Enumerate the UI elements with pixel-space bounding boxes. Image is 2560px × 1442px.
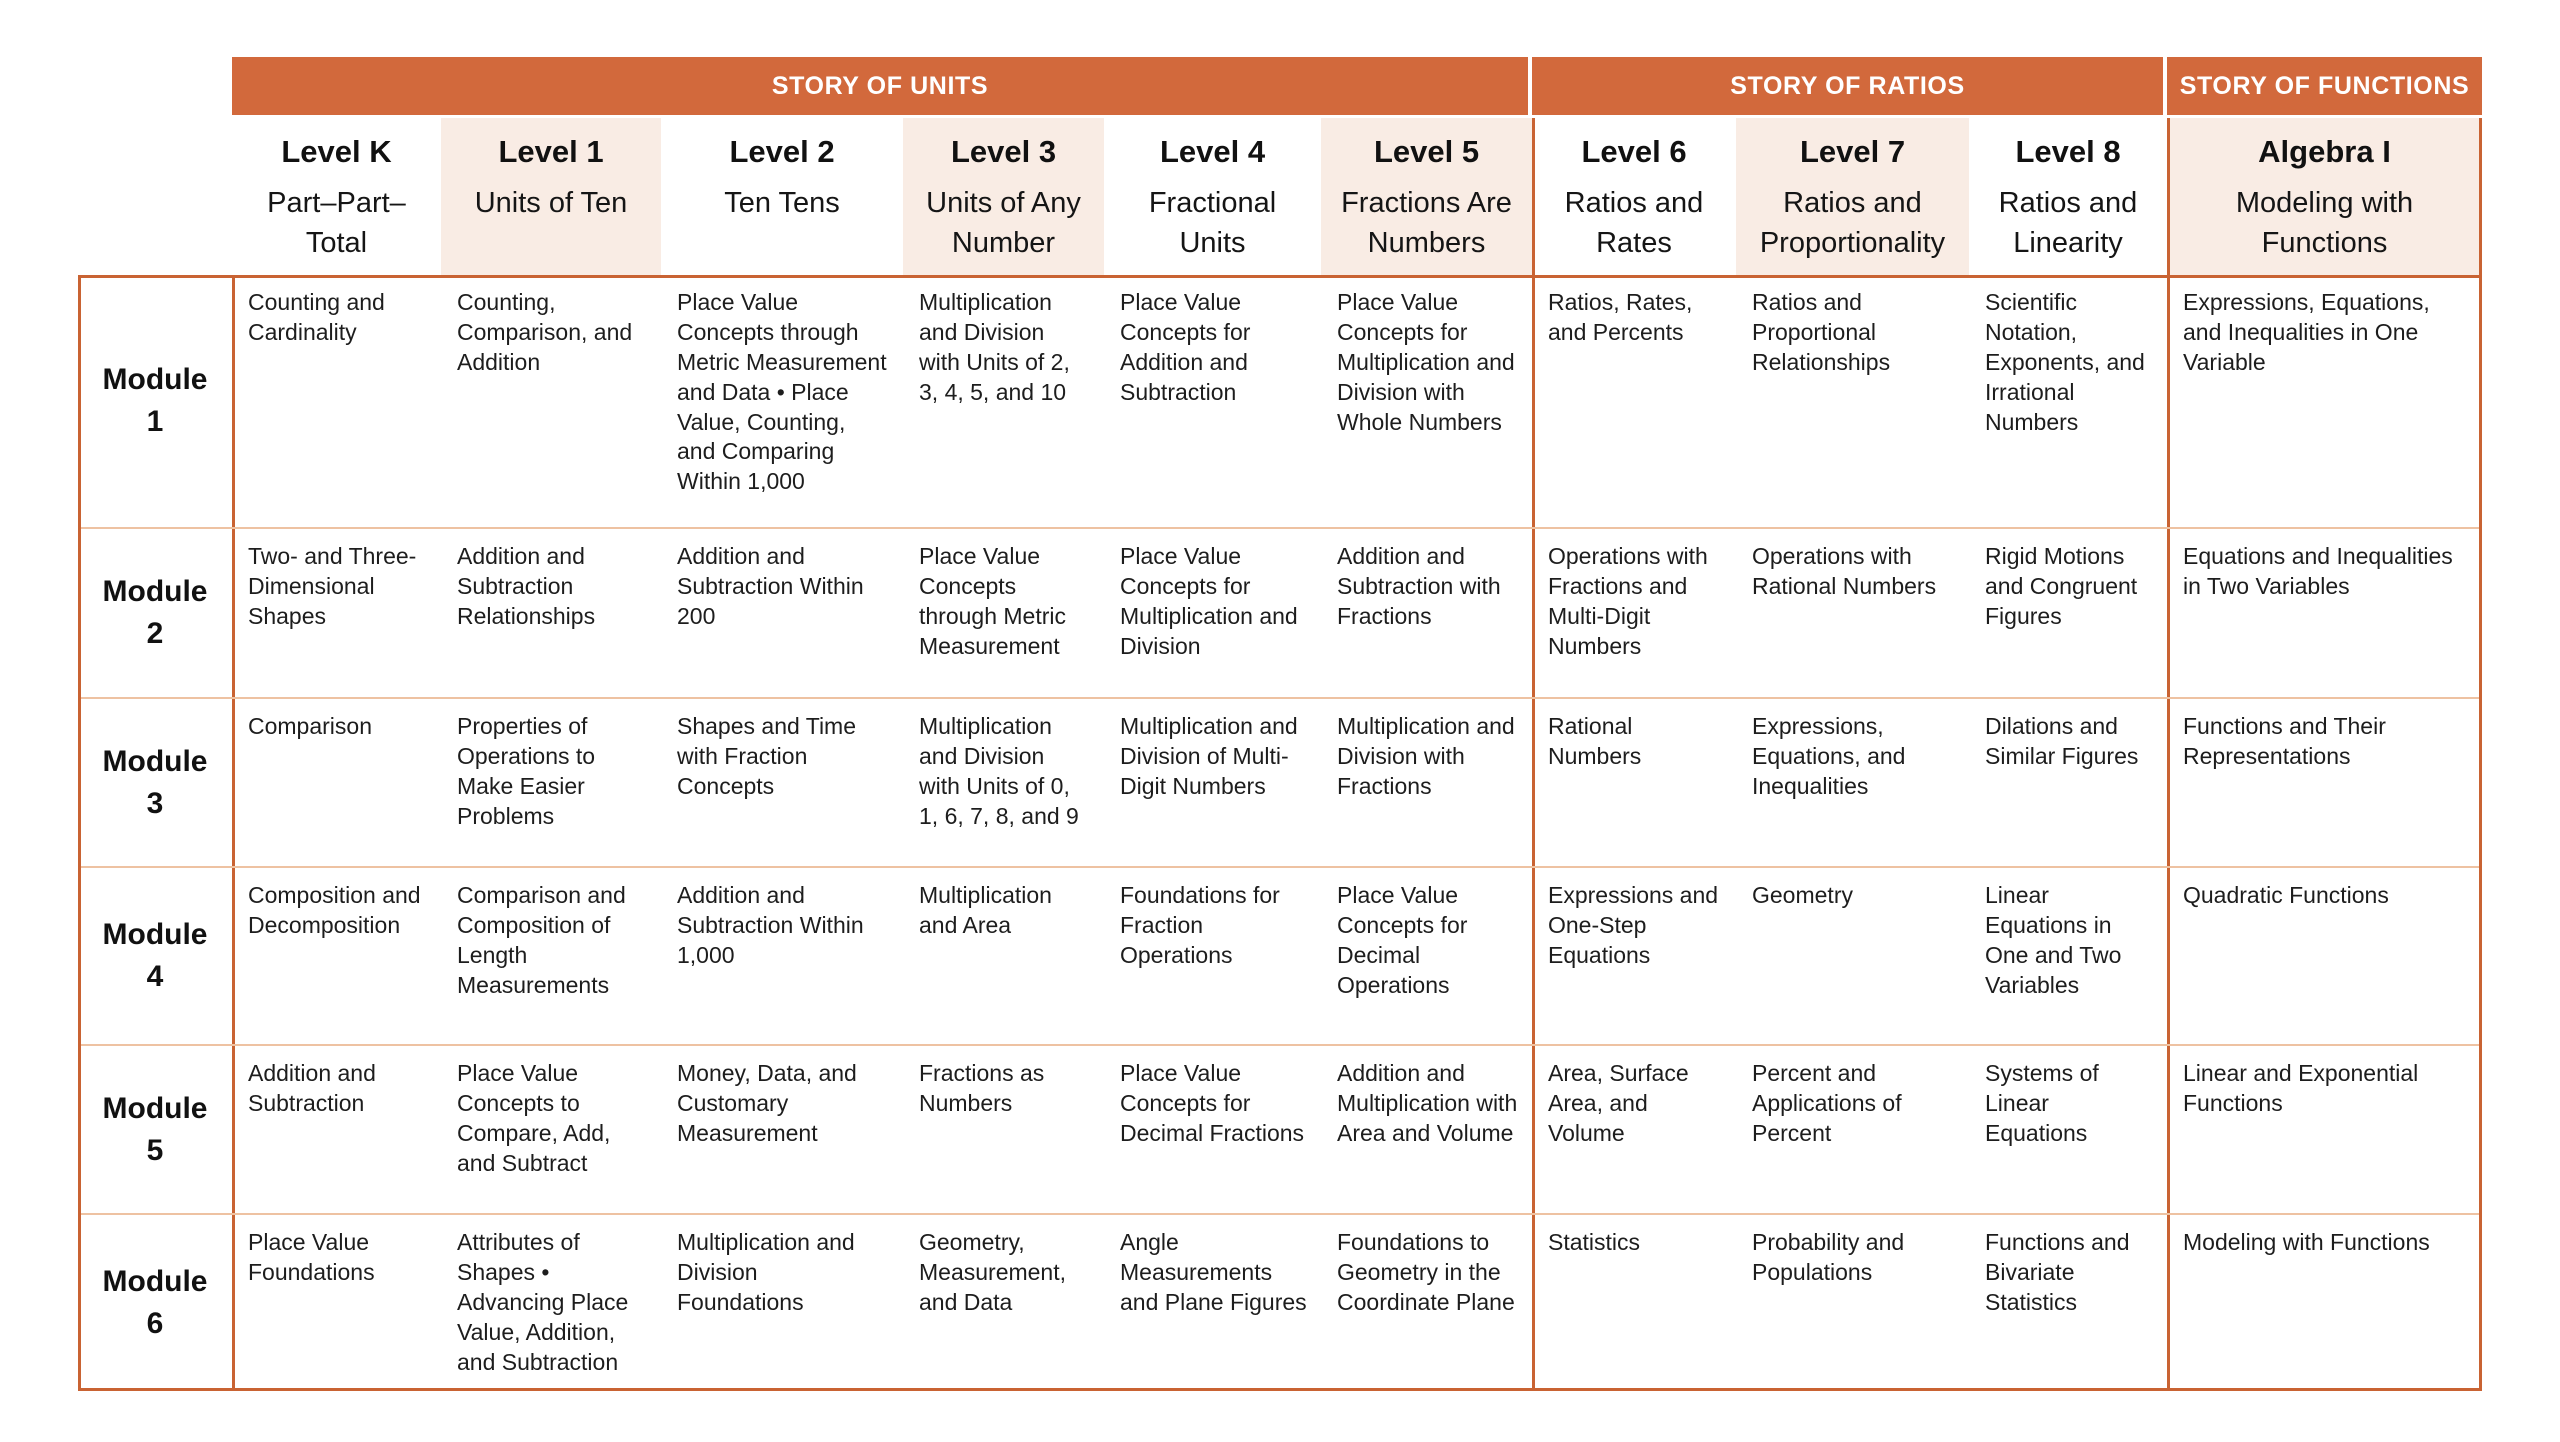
cell-m2-algebra1: Equations and Inequalities in Two Variab… [2167, 529, 2482, 698]
cell-m4-level4: Foundations for Fraction Operations [1104, 868, 1321, 1045]
module-label: Module 2 [78, 529, 232, 698]
level-header-row: Level K Part–Part–Total Level 1 Units of… [78, 118, 2482, 276]
table-row-module-3: Module 3 Comparison Properties of Operati… [78, 697, 2482, 867]
cell-m4-algebra1: Quadratic Functions [2167, 868, 2482, 1045]
cell-m4-levelK: Composition and Decomposition [232, 868, 441, 1045]
cell-m2-level7: Operations with Rational Numbers [1736, 529, 1969, 698]
cell-m6-level3: Geometry, Measurement, and Data [903, 1215, 1104, 1392]
table-row-module-2: Module 2 Two- and Three-Dimensional Shape… [78, 527, 2482, 698]
cell-m2-level2: Addition and Subtraction Within 200 [661, 529, 903, 698]
cell-m1-levelK: Counting and Cardinality [232, 275, 441, 528]
cell-m3-level3: Multiplication and Division with Units o… [903, 699, 1104, 867]
table-row-module-6: Module 6 Place Value Foundations Attribut… [78, 1213, 2482, 1392]
cell-m3-level2: Shapes and Time with Fraction Concepts [661, 699, 903, 867]
table-row-module-1: Module 1 Counting and Cardinality Countin… [78, 275, 2482, 528]
cell-m1-level6: Ratios, Rates, and Percents [1532, 275, 1736, 528]
cell-m3-level6: Rational Numbers [1532, 699, 1736, 867]
cell-m6-level7: Probability and Populations [1736, 1215, 1969, 1392]
corner-spacer [78, 118, 232, 275]
column-header-algebra1: Algebra I Modeling with Functions [2167, 118, 2482, 276]
column-header-level3: Level 3 Units of Any Number [903, 118, 1104, 276]
cell-m2-levelK: Two- and Three-Dimensional Shapes [232, 529, 441, 698]
cell-m3-level4: Multiplication and Division of Multi-Dig… [1104, 699, 1321, 867]
cell-m6-algebra1: Modeling with Functions [2167, 1215, 2482, 1392]
module-label: Module 6 [78, 1215, 232, 1392]
cell-m1-level5: Place Value Concepts for Multiplication … [1321, 275, 1532, 528]
cell-m5-level5: Addition and Multiplication with Area an… [1321, 1046, 1532, 1214]
cell-m5-level6: Area, Surface Area, and Volume [1532, 1046, 1736, 1214]
cell-m1-level4: Place Value Concepts for Addition and Su… [1104, 275, 1321, 528]
cell-m2-level5: Addition and Subtraction with Fractions [1321, 529, 1532, 698]
table-row-module-5: Module 5 Addition and Subtraction Place V… [78, 1044, 2482, 1214]
cell-m4-level5: Place Value Concepts for Decimal Operati… [1321, 868, 1532, 1045]
module-label: Module 4 [78, 868, 232, 1045]
column-header-level4: Level 4 Fractional Units [1104, 118, 1321, 276]
cell-m6-level1: Attributes of Shapes • Advancing Place V… [441, 1215, 661, 1392]
module-label: Module 1 [78, 275, 232, 528]
section-band-functions: STORY OF FUNCTIONS [2167, 57, 2482, 115]
cell-m5-level1: Place Value Concepts to Compare, Add, an… [441, 1046, 661, 1214]
cell-m5-level3: Fractions as Numbers [903, 1046, 1104, 1214]
cell-m3-levelK: Comparison [232, 699, 441, 867]
column-header-level5: Level 5 Fractions Are Numbers [1321, 118, 1532, 276]
module-table-body: Module 1 Counting and Cardinality Countin… [78, 275, 2482, 1392]
column-header-levelK: Level K Part–Part–Total [232, 118, 441, 276]
cell-m6-levelK: Place Value Foundations [232, 1215, 441, 1392]
column-header-level6: Level 6 Ratios and Rates [1532, 118, 1736, 276]
cell-m6-level2: Multiplication and Division Foundations [661, 1215, 903, 1392]
cell-m6-level8: Functions and Bivariate Statistics [1969, 1215, 2167, 1392]
cell-m2-level3: Place Value Concepts through Metric Meas… [903, 529, 1104, 698]
cell-m5-algebra1: Linear and Exponential Functions [2167, 1046, 2482, 1214]
cell-m4-level2: Addition and Subtraction Within 1,000 [661, 868, 903, 1045]
cell-m4-level3: Multiplication and Area [903, 868, 1104, 1045]
curriculum-map: STORY OF UNITS STORY OF RATIOS STORY OF … [78, 57, 2482, 1392]
section-band-units: STORY OF UNITS [232, 57, 1528, 115]
section-band-ratios: STORY OF RATIOS [1532, 57, 2163, 115]
cell-m4-level7: Geometry [1736, 868, 1969, 1045]
table-row-module-4: Module 4 Composition and Decomposition Co… [78, 866, 2482, 1045]
cell-m5-level2: Money, Data, and Customary Measurement [661, 1046, 903, 1214]
section-band-row: STORY OF UNITS STORY OF RATIOS STORY OF … [78, 57, 2482, 115]
cell-m3-level8: Dilations and Similar Figures [1969, 699, 2167, 867]
cell-m4-level8: Linear Equations in One and Two Variable… [1969, 868, 2167, 1045]
cell-m1-level7: Ratios and Proportional Relationships [1736, 275, 1969, 528]
cell-m3-level1: Properties of Operations to Make Easier … [441, 699, 661, 867]
cell-m5-level7: Percent and Applications of Percent [1736, 1046, 1969, 1214]
cell-m2-level6: Operations with Fractions and Multi-Digi… [1532, 529, 1736, 698]
cell-m5-level4: Place Value Concepts for Decimal Fractio… [1104, 1046, 1321, 1214]
cell-m1-level3: Multiplication and Division with Units o… [903, 275, 1104, 528]
cell-m4-level1: Comparison and Composition of Length Mea… [441, 868, 661, 1045]
cell-m6-level4: Angle Measurements and Plane Figures [1104, 1215, 1321, 1392]
cell-m3-level7: Expressions, Equations, and Inequalities [1736, 699, 1969, 867]
column-header-level7: Level 7 Ratios and Proportionality [1736, 118, 1969, 276]
cell-m2-level4: Place Value Concepts for Multiplication … [1104, 529, 1321, 698]
cell-m6-level5: Foundations to Geometry in the Coordinat… [1321, 1215, 1532, 1392]
cell-m5-levelK: Addition and Subtraction [232, 1046, 441, 1214]
cell-m1-level1: Counting, Comparison, and Addition [441, 275, 661, 528]
cell-m1-level8: Scientific Notation, Exponents, and Irra… [1969, 275, 2167, 528]
column-header-level1: Level 1 Units of Ten [441, 118, 661, 276]
cell-m2-level1: Addition and Subtraction Relationships [441, 529, 661, 698]
module-label: Module 3 [78, 699, 232, 867]
cell-m3-level5: Multiplication and Division with Fractio… [1321, 699, 1532, 867]
cell-m6-level6: Statistics [1532, 1215, 1736, 1392]
cell-m1-algebra1: Expressions, Equations, and Inequalities… [2167, 275, 2482, 528]
module-label: Module 5 [78, 1046, 232, 1214]
column-header-level2: Level 2 Ten Tens [661, 118, 903, 276]
column-header-level8: Level 8 Ratios and Linearity [1969, 118, 2167, 276]
cell-m2-level8: Rigid Motions and Congruent Figures [1969, 529, 2167, 698]
cell-m4-level6: Expressions and One-Step Equations [1532, 868, 1736, 1045]
cell-m3-algebra1: Functions and Their Representations [2167, 699, 2482, 867]
cell-m5-level8: Systems of Linear Equations [1969, 1046, 2167, 1214]
cell-m1-level2: Place Value Concepts through Metric Meas… [661, 275, 903, 528]
